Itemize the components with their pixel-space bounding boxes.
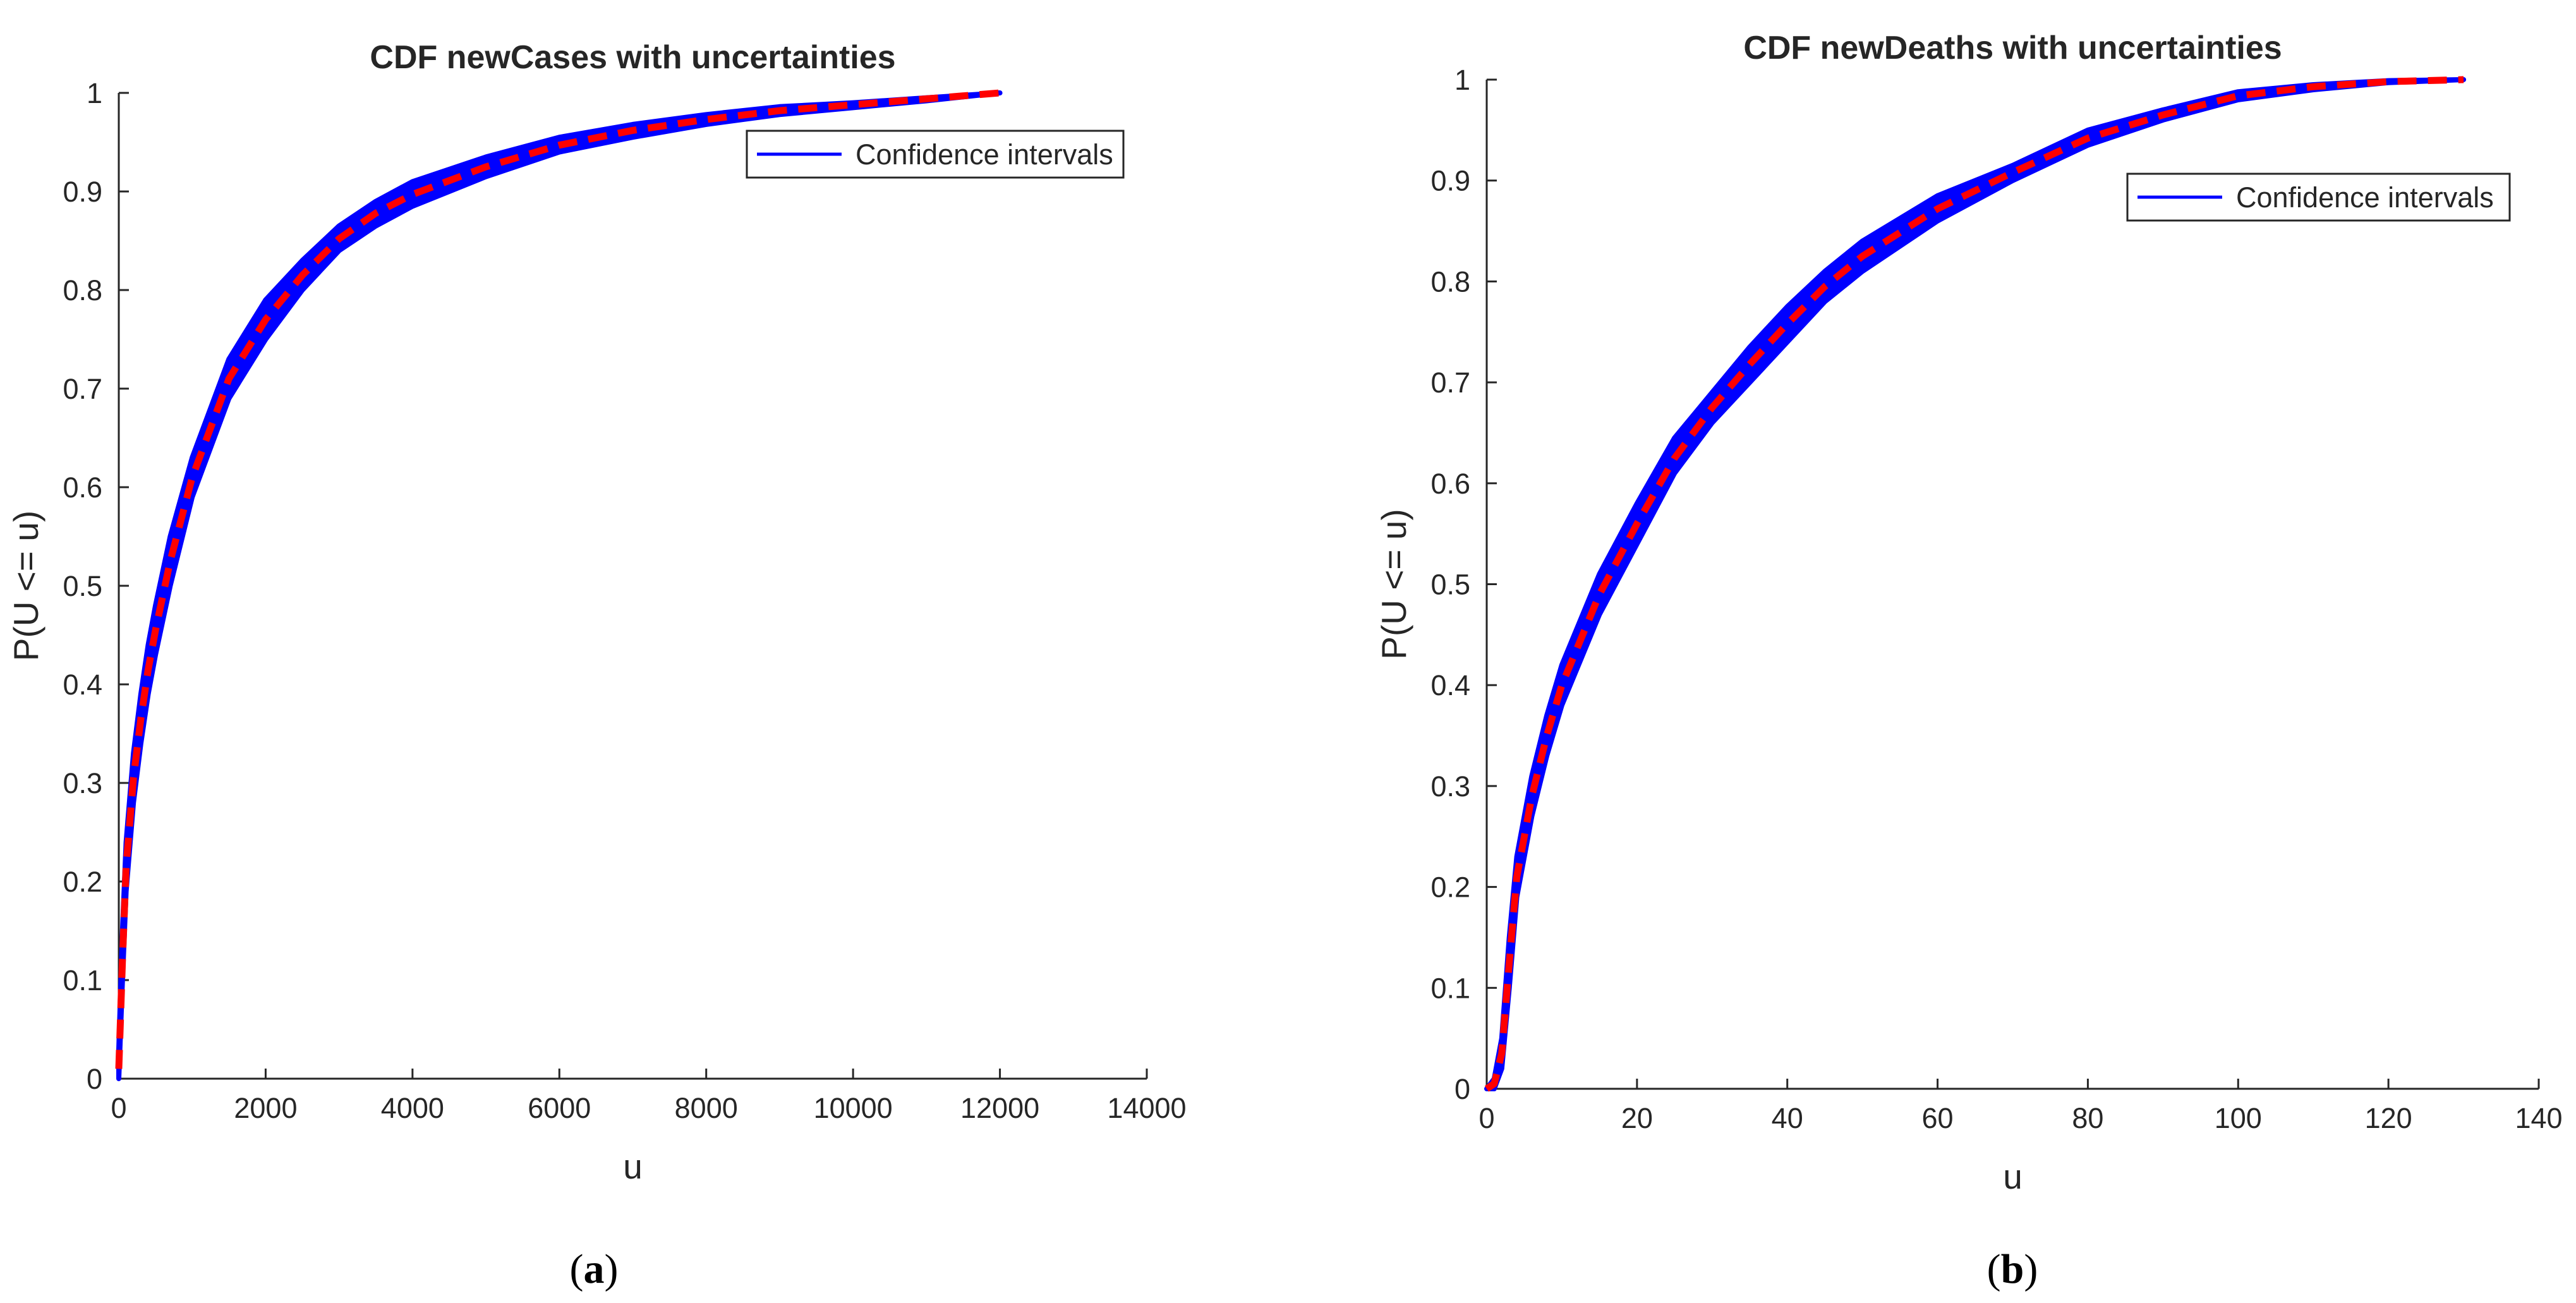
cdf-dashed-line	[115, 89, 1001, 1069]
x-tick-label: 14000	[1107, 1092, 1186, 1124]
y-tick-label: 0.4	[63, 669, 102, 701]
x-tick-label: 10000	[814, 1092, 893, 1124]
x-tick-label: 2000	[234, 1092, 297, 1124]
x-tick-label: 120	[2365, 1102, 2412, 1134]
y-axis-label: P(U <= u)	[6, 511, 45, 661]
panel-a: CDF newCases with uncertainties 0 2000 4000…	[6, 39, 1187, 1292]
panel-label-close: )	[605, 1246, 619, 1292]
y-tick-label: 1	[1454, 64, 1470, 96]
panel-b: CDF newDeaths with uncertainties 0 20 40 60 8…	[1374, 30, 2563, 1292]
y-tick-label: 0.4	[1430, 669, 1470, 701]
y-tick-label: 0.6	[63, 471, 102, 504]
y-axis-label: P(U <= u)	[1374, 509, 1413, 659]
y-tick-label: 0.1	[63, 964, 102, 997]
x-axis-label: u	[623, 1147, 643, 1186]
y-tick-label: 0.6	[1430, 468, 1470, 500]
x-tick-label: 8000	[675, 1092, 738, 1124]
y-tick-label: 0	[1454, 1073, 1470, 1105]
x-tick-label: 6000	[528, 1092, 591, 1124]
y-tick-label: 0.3	[63, 767, 102, 799]
y-tick-label: 0.2	[63, 866, 102, 898]
x-tick-label: 140	[2515, 1102, 2562, 1134]
x-tick-label: 0	[111, 1092, 126, 1124]
x-tick-label: 100	[2215, 1102, 2262, 1134]
y-tick-label: 0.8	[1430, 265, 1470, 298]
legend: Confidence intervals	[746, 130, 1125, 179]
panel-label-close: )	[2024, 1246, 2038, 1292]
confidence-band	[116, 90, 1003, 1081]
x-tick-label: 12000	[960, 1092, 1039, 1124]
panel-label: (b)	[1987, 1246, 2038, 1292]
y-tick-label: 0.9	[63, 176, 102, 208]
y-tick-label: 0	[87, 1063, 102, 1095]
y-tick-label: 0.7	[63, 373, 102, 405]
chart-title: CDF newDeaths with uncertainties	[1743, 30, 2282, 66]
cdf-dashed-line	[1484, 76, 2464, 1092]
x-tick-label: 60	[1922, 1102, 1954, 1134]
x-tick-label: 80	[2072, 1102, 2103, 1134]
y-tick-label: 0.9	[1430, 165, 1470, 197]
x-axis-label: u	[2003, 1157, 2023, 1196]
y-tick-label: 0.5	[1430, 569, 1470, 601]
y-tick-label: 0.3	[1430, 770, 1470, 803]
panel-label-open: (	[1987, 1246, 2001, 1292]
y-tick-label: 0.7	[1430, 367, 1470, 399]
panel-label-letter: a	[584, 1246, 605, 1292]
x-tick-label: 0	[1478, 1102, 1494, 1134]
panel-label-open: (	[570, 1246, 584, 1292]
y-tick-label: 0.2	[1430, 871, 1470, 904]
y-tick-label: 0.8	[63, 274, 102, 306]
legend-entry-label: Confidence intervals	[2236, 181, 2494, 214]
legend: Confidence intervals	[2126, 173, 2511, 222]
x-tick-label: 20	[1621, 1102, 1653, 1134]
y-tick-label: 0.5	[63, 570, 102, 602]
y-tick-label: 0.1	[1430, 972, 1470, 1004]
legend-entry-label: Confidence intervals	[856, 138, 1113, 171]
x-tick-label: 40	[1772, 1102, 1803, 1134]
y-tick-label: 1	[87, 77, 102, 109]
confidence-band	[1484, 77, 2467, 1091]
chart-title: CDF newCases with uncertainties	[370, 39, 895, 76]
x-tick-label: 4000	[381, 1092, 444, 1124]
panel-label-letter: b	[2001, 1246, 2024, 1292]
panel-label: (a)	[570, 1246, 619, 1292]
